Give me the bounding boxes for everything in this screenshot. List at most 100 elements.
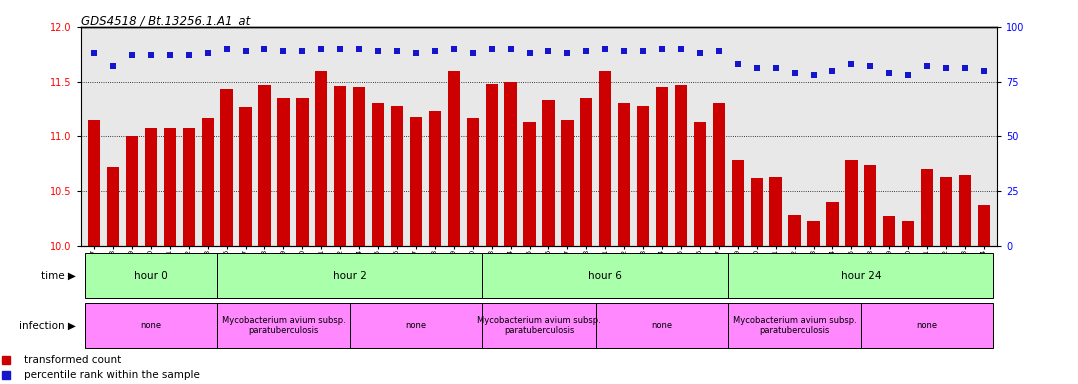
- Bar: [807, 220, 819, 246]
- Point: [313, 46, 330, 52]
- Text: GDS4518 / Bt.13256.1.A1_at: GDS4518 / Bt.13256.1.A1_at: [81, 14, 250, 27]
- Bar: [217, 253, 482, 298]
- Bar: [618, 103, 631, 246]
- Point: [142, 52, 160, 58]
- Point: [861, 63, 879, 70]
- Point: [123, 52, 140, 58]
- Point: [407, 50, 425, 56]
- Bar: [978, 205, 990, 246]
- Point: [445, 46, 462, 52]
- Point: [293, 48, 310, 54]
- Point: [255, 46, 273, 52]
- Bar: [296, 98, 308, 246]
- Point: [635, 48, 652, 54]
- Point: [350, 46, 368, 52]
- Bar: [542, 100, 554, 246]
- Bar: [655, 87, 668, 246]
- Point: [465, 50, 482, 56]
- Bar: [729, 303, 861, 348]
- Point: [596, 46, 613, 52]
- Point: [199, 50, 217, 56]
- Text: none: none: [651, 321, 673, 330]
- Bar: [485, 84, 498, 246]
- Bar: [202, 118, 213, 246]
- Bar: [827, 202, 839, 246]
- Text: none: none: [140, 321, 162, 330]
- Point: [899, 72, 916, 78]
- Point: [691, 50, 708, 56]
- Point: [237, 48, 254, 54]
- Bar: [865, 165, 876, 246]
- Bar: [467, 118, 479, 246]
- Point: [956, 65, 973, 71]
- Bar: [729, 253, 993, 298]
- Text: infection ▶: infection ▶: [18, 320, 75, 331]
- Bar: [85, 303, 217, 348]
- Bar: [958, 175, 971, 246]
- Point: [521, 50, 538, 56]
- Bar: [353, 87, 365, 246]
- Bar: [239, 107, 251, 246]
- Bar: [349, 303, 482, 348]
- Point: [938, 65, 955, 71]
- Bar: [277, 98, 290, 246]
- Bar: [182, 127, 195, 246]
- Bar: [524, 122, 536, 246]
- Bar: [770, 177, 782, 246]
- Point: [502, 46, 520, 52]
- Text: Mycobacterium avium subsp.
paratuberculosis: Mycobacterium avium subsp. paratuberculo…: [733, 316, 856, 335]
- Point: [824, 68, 841, 74]
- Text: Mycobacterium avium subsp.
paratuberculosis: Mycobacterium avium subsp. paratuberculo…: [478, 316, 600, 335]
- Bar: [107, 167, 120, 246]
- Bar: [883, 216, 896, 246]
- Bar: [940, 177, 952, 246]
- Point: [162, 52, 179, 58]
- Bar: [429, 111, 441, 246]
- Text: hour 6: hour 6: [589, 270, 622, 281]
- Bar: [315, 71, 328, 246]
- Text: time ▶: time ▶: [41, 270, 75, 281]
- Bar: [482, 253, 729, 298]
- Bar: [599, 71, 611, 246]
- Bar: [845, 161, 857, 246]
- Point: [105, 63, 122, 70]
- Bar: [410, 117, 423, 246]
- Bar: [861, 303, 993, 348]
- Bar: [675, 85, 687, 246]
- Bar: [391, 106, 403, 246]
- Bar: [88, 120, 100, 246]
- Point: [332, 46, 349, 52]
- Bar: [921, 169, 934, 246]
- Bar: [482, 303, 596, 348]
- Point: [786, 70, 803, 76]
- Bar: [562, 120, 573, 246]
- Point: [388, 48, 405, 54]
- Point: [540, 48, 557, 54]
- Point: [483, 46, 500, 52]
- Bar: [902, 220, 914, 246]
- Bar: [732, 161, 744, 246]
- Point: [843, 61, 860, 67]
- Text: none: none: [405, 321, 427, 330]
- Bar: [580, 98, 593, 246]
- Point: [275, 48, 292, 54]
- Bar: [221, 89, 233, 246]
- Point: [85, 50, 102, 56]
- Point: [976, 68, 993, 74]
- Point: [578, 48, 595, 54]
- Bar: [259, 85, 271, 246]
- Point: [180, 52, 197, 58]
- Bar: [85, 253, 217, 298]
- Text: hour 24: hour 24: [841, 270, 881, 281]
- Bar: [694, 122, 706, 246]
- Bar: [447, 71, 460, 246]
- Bar: [217, 303, 349, 348]
- Bar: [144, 127, 157, 246]
- Text: transformed count: transformed count: [24, 355, 121, 365]
- Point: [881, 70, 898, 76]
- Bar: [372, 103, 384, 246]
- Point: [673, 46, 690, 52]
- Point: [653, 46, 671, 52]
- Point: [768, 65, 785, 71]
- Point: [805, 72, 823, 78]
